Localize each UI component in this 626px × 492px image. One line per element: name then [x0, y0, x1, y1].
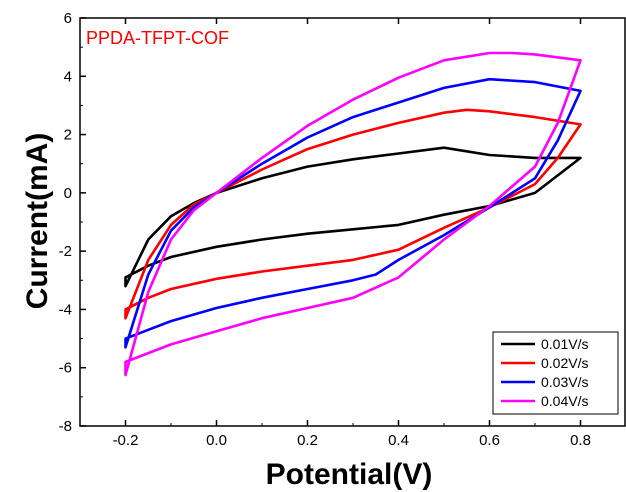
- y-tick-label: -6: [59, 360, 72, 377]
- y-tick-label: -2: [59, 243, 72, 260]
- y-tick-label: -8: [59, 418, 72, 435]
- y-tick-label: 0: [64, 185, 72, 202]
- legend-label: 0.04V/s: [541, 393, 588, 409]
- x-tick-label: 0.4: [388, 432, 409, 449]
- x-tick-label: 0.2: [297, 432, 318, 449]
- x-tick-label: 0.8: [570, 432, 591, 449]
- y-tick-label: 6: [64, 10, 72, 27]
- series-line-0.02V/s: [124, 108, 582, 320]
- series-line-0.04V/s: [124, 51, 582, 377]
- axes: -0.2 0.0 0.2 0.4 0.6 0.8 -8 -6 -4 -2 0 2 4 6: [59, 10, 626, 449]
- x-tick-label: -0.2: [113, 432, 139, 449]
- legend-label: 0.03V/s: [541, 374, 588, 390]
- x-tick-label: 0.0: [206, 432, 227, 449]
- series-layer: [124, 51, 582, 377]
- series-line-0.03V/s: [124, 77, 582, 349]
- y-tick-label: 4: [64, 68, 72, 85]
- x-tick-label: 0.6: [479, 432, 500, 449]
- legend: 0.01V/s 0.02V/s 0.03V/s 0.04V/s: [492, 331, 619, 415]
- legend-label: 0.01V/s: [541, 336, 588, 352]
- x-axis-label: Potential(V): [266, 458, 433, 491]
- chart-annotation: PPDA-TFPT-COF: [86, 28, 229, 48]
- y-axis-label: Current(mA): [21, 133, 54, 310]
- y-tick-label: -4: [59, 301, 72, 318]
- legend-label: 0.02V/s: [541, 355, 588, 371]
- y-tick-label: 2: [64, 127, 72, 144]
- series-line-0.01V/s: [124, 146, 582, 288]
